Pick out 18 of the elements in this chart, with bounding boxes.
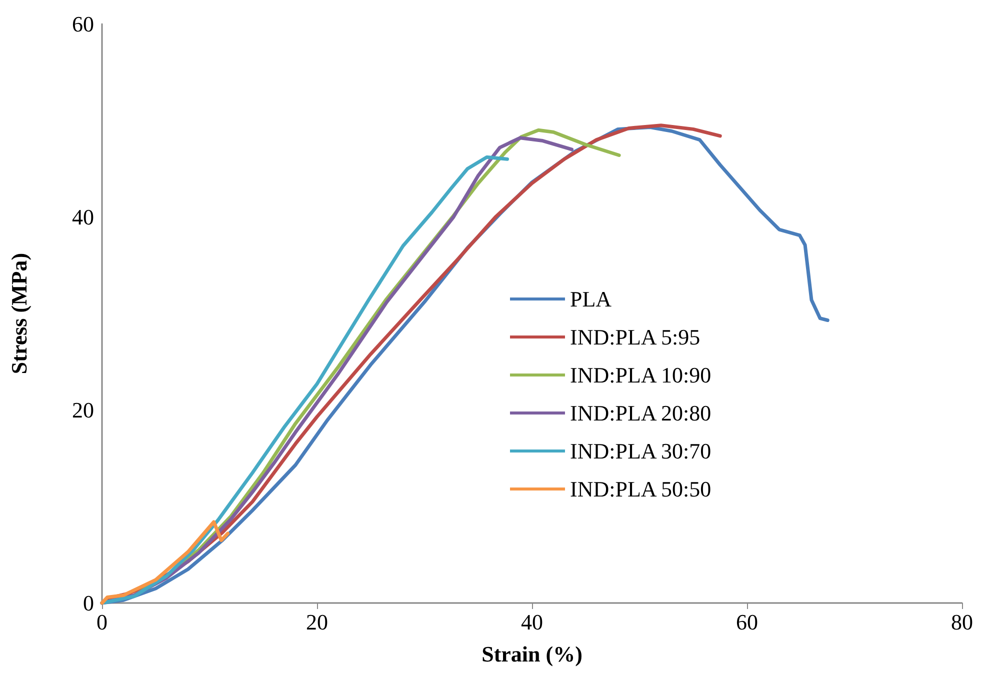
y-tick-label: 0	[83, 590, 94, 616]
legend-label: IND:PLA 30:70	[570, 438, 712, 464]
legend-label: IND:PLA 50:50	[570, 476, 712, 502]
legend-label: IND:PLA 10:90	[570, 362, 712, 388]
line-series	[100, 520, 230, 605]
x-tick-label: 80	[951, 610, 973, 634]
line-series	[100, 155, 510, 605]
legend-label: PLA	[570, 286, 612, 312]
x-tick-label: 40	[521, 610, 543, 634]
y-tick-label: 60	[72, 12, 94, 36]
legend-label: IND:PLA 5:95	[570, 324, 700, 350]
y-tick-label: 20	[72, 398, 94, 422]
y-tick-label: 40	[72, 204, 94, 230]
x-axis-title: Strain (%)	[482, 642, 582, 666]
y-axis-title: Stress (MPa)	[6, 252, 32, 374]
legend-label: IND:PLA 20:80	[570, 400, 712, 426]
x-tick-label: 60	[736, 610, 758, 634]
x-tick-label: 20	[306, 610, 328, 634]
